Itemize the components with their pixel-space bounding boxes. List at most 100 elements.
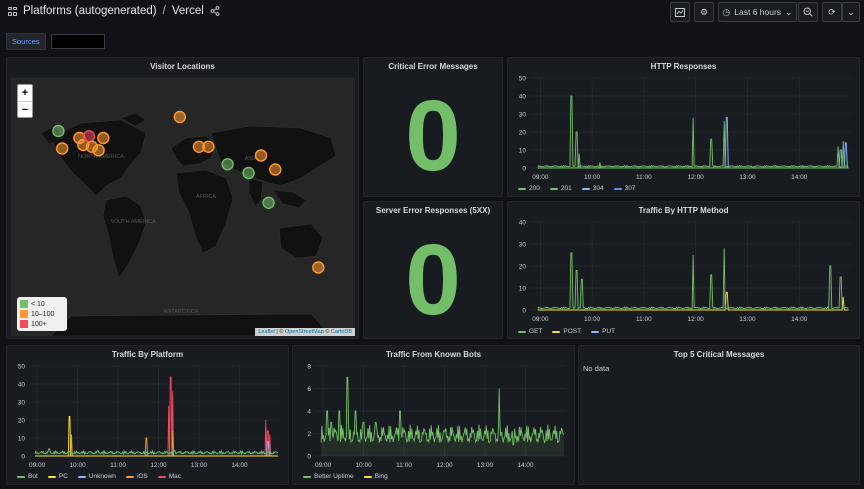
dashboards-grid-icon[interactable] (8, 6, 17, 16)
known-bots-chart: 0 2 4 6 8 09:00 10:00 11:00 12:00 13:00 14:00 (307, 364, 566, 469)
x-tick-label: 12:00 (436, 462, 453, 469)
legend-swatch (518, 330, 526, 333)
map-zoom-out-button[interactable]: − (18, 101, 32, 117)
legend-item[interactable]: PUT (591, 328, 615, 335)
map-region-label: ASIA (245, 156, 258, 162)
map-legend-item: 100+ (20, 319, 64, 329)
legend-label: Better Uptime (314, 473, 354, 480)
legend-item[interactable]: Bot (17, 473, 38, 480)
time-range-picker[interactable]: ◷ Last 6 hours ⌄ (718, 2, 797, 22)
x-tick-label: 13:00 (477, 462, 494, 469)
map-marker[interactable] (254, 149, 268, 162)
legend-item[interactable]: 200 (518, 185, 540, 192)
map-zoom-in-button[interactable]: + (21, 87, 29, 99)
y-tick-label: 50 (519, 76, 527, 83)
y-tick-label: 40 (519, 94, 527, 101)
legend-label: 200 (529, 185, 540, 192)
top-bar: Platforms (autogenerated) / Vercel ⚙ ◷ L… (0, 0, 864, 26)
x-tick-label: 09:00 (315, 462, 332, 469)
map-marker[interactable] (202, 140, 215, 154)
y-tick-label: 0 (522, 166, 526, 173)
panel-top5-critical: Top 5 Critical Messages No data (578, 345, 860, 485)
legend-label: Unknown (88, 473, 116, 480)
share-icon[interactable] (210, 6, 220, 16)
y-tick-label: 20 (18, 418, 26, 425)
map-marker[interactable] (173, 110, 187, 124)
openstreetmap-link[interactable]: OpenStreetMap (284, 329, 324, 335)
refresh-interval-dropdown[interactable]: ⌄ (842, 2, 860, 22)
y-tick-label: 40 (18, 382, 26, 389)
map-zoom-control: + − (17, 84, 33, 118)
map-marker[interactable] (221, 158, 234, 171)
map-legend: < 10 10–100 100+ (17, 297, 67, 331)
map-marker[interactable] (269, 163, 282, 176)
legend-swatch (363, 475, 372, 478)
y-tick-label: 8 (307, 364, 311, 371)
y-tick-label: 10 (18, 436, 26, 443)
map-marker[interactable] (82, 130, 96, 143)
y-tick-label: 4 (307, 409, 311, 416)
map-marker[interactable] (262, 196, 275, 210)
series-line (537, 153, 849, 169)
y-tick-label: 0 (21, 454, 25, 461)
legend-item[interactable]: 307 (613, 185, 635, 192)
series-line (320, 376, 565, 446)
legend-item[interactable]: GET (518, 328, 542, 335)
legend-item[interactable]: Better Uptime (303, 473, 354, 480)
map-marker[interactable] (56, 142, 69, 155)
map-attribution: Leaflet | © OpenStreetMap © CartoDB (255, 328, 355, 336)
map-marker[interactable] (97, 131, 110, 145)
legend-item[interactable]: Mac (157, 473, 181, 480)
sources-variable-select[interactable] (50, 34, 105, 49)
refresh-icon: ⟳ (828, 6, 836, 17)
x-tick-label: 09:00 (29, 462, 46, 469)
gear-icon: ⚙ (699, 6, 709, 17)
legend-swatch (581, 187, 590, 190)
map-legend-label: 10–100 (31, 310, 55, 318)
legend-swatch (77, 475, 86, 478)
map-legend-item: 10–100 (20, 309, 64, 319)
breadcrumb-dashboard[interactable]: Vercel (171, 5, 204, 17)
breadcrumb-folder[interactable]: Platforms (autogenerated) (23, 5, 157, 17)
panel-platform: Traffic By Platform 0 10 20 30 40 50 09:00 10:0… (6, 345, 289, 485)
leaflet-link[interactable]: Leaflet (258, 329, 275, 335)
settings-button[interactable]: ⚙ (694, 2, 714, 22)
x-tick-label: 13:00 (739, 316, 756, 323)
clock-icon: ◷ (722, 6, 731, 17)
map-region-label: SOUTH AMERICA (110, 219, 156, 225)
map-marker[interactable] (242, 166, 255, 180)
no-data-text: No data (583, 364, 610, 373)
add-panel-button[interactable] (670, 2, 690, 22)
attribution-sep-1: | © (276, 329, 284, 335)
map-marker[interactable] (312, 261, 325, 274)
x-tick-label: 14:00 (791, 174, 808, 181)
map-marker[interactable] (92, 144, 105, 157)
zoom-out-time-button[interactable] (798, 2, 818, 22)
y-tick-label: 40 (519, 220, 527, 227)
legend-item[interactable]: POST (552, 328, 581, 335)
y-tick-label: 30 (18, 400, 26, 407)
known-bots-legend: Better Uptime Bing (303, 473, 388, 480)
y-tick-label: 6 (307, 386, 311, 393)
legend-item[interactable]: iOS (125, 473, 148, 480)
legend-item[interactable]: 201 (549, 185, 572, 192)
x-tick-label: 14:00 (231, 462, 248, 469)
http-method-chart: 0 10 20 30 40 09:00 10:00 11:00 12:00 13:00 14:00 (519, 220, 851, 323)
legend-item[interactable]: PC (47, 473, 68, 480)
chevron-down-icon: ⌄ (785, 6, 793, 17)
legend-label: Bot (28, 473, 38, 480)
map-marker[interactable] (52, 124, 65, 138)
refresh-button[interactable]: ⟳ (822, 2, 842, 22)
y-tick-label: 20 (519, 130, 527, 137)
legend-item[interactable]: Bing (363, 473, 388, 480)
critical-errors-value: 0 (405, 80, 461, 192)
x-tick-label: 09:00 (532, 174, 549, 181)
legend-item[interactable]: Unknown (77, 473, 116, 480)
cartodb-link[interactable]: CartoDB (330, 329, 352, 335)
attribution-sep-2: © (325, 329, 330, 335)
legend-item[interactable]: 304 (581, 185, 604, 192)
map-region-label: NORTH AMERICA (78, 154, 124, 160)
map-legend-swatch (20, 300, 28, 308)
panel-title: Visitor Locations (150, 62, 215, 71)
world-map[interactable]: NORTH AMERICA ASIA AFRICA SOUTH AMERICA ANTA… (11, 78, 355, 336)
